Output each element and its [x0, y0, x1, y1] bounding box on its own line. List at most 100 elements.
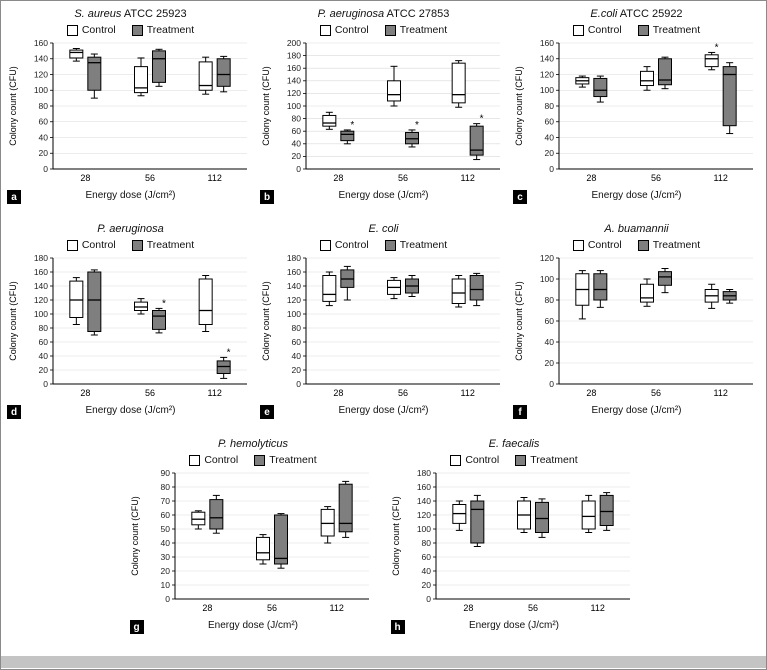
svg-text:20: 20 — [291, 151, 301, 161]
control-label: Control — [334, 239, 369, 251]
y-tick-labels: 0 20 40 60 80 100 120 140 160 — [33, 38, 53, 174]
treatment-label: Treatment — [399, 239, 448, 251]
svg-text:180: 180 — [417, 468, 431, 478]
boxes: ** — [68, 269, 231, 379]
x-tick-labels: 28 56 112 — [586, 173, 728, 183]
box-control-28 — [68, 48, 83, 62]
box-treatment-112: * — [469, 114, 483, 161]
svg-text:160: 160 — [286, 267, 300, 277]
panel-title-strain: ATCC 25923 — [121, 8, 187, 20]
svg-text:28: 28 — [80, 173, 90, 183]
chart-panel-b: P. aeruginosa ATCC 27853 Control Treatme… — [258, 3, 509, 206]
svg-text:80: 80 — [291, 113, 301, 123]
significance-asterisk: * — [415, 120, 419, 131]
svg-text:180: 180 — [286, 50, 300, 60]
svg-text:30: 30 — [161, 552, 171, 562]
legend-item-treatment: Treatment — [515, 454, 578, 466]
control-swatch — [572, 24, 584, 36]
box-treatment-56: * — [151, 298, 166, 334]
svg-text:40: 40 — [544, 132, 554, 142]
legend: Control Treatment — [572, 24, 700, 36]
svg-text:112: 112 — [207, 388, 221, 398]
boxes: * — [574, 42, 737, 135]
y-tick-labels: 0 20 40 60 80 100 120 140 160 180 — [417, 468, 436, 604]
svg-text:0: 0 — [549, 379, 554, 389]
significance-asterisk: * — [479, 114, 483, 125]
svg-text:40: 40 — [544, 337, 554, 347]
axes — [305, 258, 500, 385]
svg-text:180: 180 — [286, 253, 300, 263]
legend-item-control: Control — [66, 24, 116, 36]
panel-title-species: A. buamannii — [604, 223, 669, 235]
gridlines — [52, 42, 247, 154]
box-treatment-112: * — [216, 347, 231, 379]
panel-footer: h Energy dose (J/cm²) — [389, 619, 640, 636]
legend-item-treatment: Treatment — [254, 454, 317, 466]
x-axis-label: Energy dose (J/cm²) — [338, 405, 429, 416]
box-treatment-28 — [86, 269, 101, 336]
panel-title: P. hemolyticus — [218, 438, 288, 450]
y-axis-label: Colony count (CFU) — [391, 496, 401, 576]
control-swatch — [189, 454, 201, 466]
panel-footer: c Energy dose (J/cm²) — [511, 189, 762, 206]
axes — [435, 473, 630, 600]
box-control-112 — [320, 506, 335, 544]
control-label: Control — [587, 24, 622, 36]
svg-text:160: 160 — [286, 63, 300, 73]
boxes — [574, 268, 737, 320]
svg-text:120: 120 — [286, 295, 300, 305]
box-treatment-56 — [657, 268, 672, 294]
panel-letter-badge: h — [390, 620, 405, 634]
svg-text:80: 80 — [544, 295, 554, 305]
svg-text:100: 100 — [33, 85, 47, 95]
panel-title: E.coli ATCC 25922 — [590, 8, 682, 20]
axes — [558, 43, 753, 170]
svg-text:140: 140 — [33, 54, 47, 64]
y-tick-labels: 0 20 40 60 80 100 120 140 160 180 — [33, 253, 53, 389]
chart-panel-g: P. hemolyticus Control Treatment 0 10 20 30… — [128, 433, 379, 636]
x-tick-labels: 28 56 112 — [80, 388, 222, 398]
chart-panel-a: S. aureus ATCC 25923 Control Treatment 0… — [5, 3, 256, 206]
box-control-112 — [198, 275, 213, 332]
control-label: Control — [204, 454, 239, 466]
chart-panel-c: E.coli ATCC 25922 Control Treatment 0 20 4… — [511, 3, 762, 206]
control-swatch — [572, 239, 584, 251]
axes — [558, 258, 753, 385]
svg-text:140: 140 — [539, 54, 553, 64]
svg-text:0: 0 — [296, 164, 301, 174]
panel-letter-badge: e — [260, 405, 274, 419]
boxes: * * * — [321, 60, 483, 161]
control-label: Control — [465, 454, 500, 466]
svg-text:200: 200 — [286, 38, 300, 48]
boxes — [452, 492, 614, 547]
box-control-56 — [517, 497, 531, 533]
panel-row-3: P. hemolyticus Control Treatment 0 10 20 30… — [5, 433, 762, 636]
axes — [174, 473, 369, 600]
svg-text:20: 20 — [544, 148, 554, 158]
panel-title-species: E. coli — [368, 223, 399, 235]
significance-asterisk: * — [350, 120, 354, 131]
legend-item-treatment: Treatment — [131, 239, 194, 251]
x-tick-labels: 28 56 112 — [333, 388, 475, 398]
svg-text:112: 112 — [713, 173, 727, 183]
legend-item-treatment: Treatment — [637, 24, 700, 36]
panel-title-species: P. aeruginosa — [317, 8, 385, 20]
panel-title: P. aeruginosa ATCC 27853 — [318, 8, 450, 20]
control-swatch — [66, 24, 78, 36]
svg-text:112: 112 — [329, 603, 343, 613]
treatment-label: Treatment — [652, 239, 701, 251]
significance-asterisk: * — [226, 347, 230, 358]
svg-text:140: 140 — [33, 281, 47, 291]
x-axis-label: Energy dose (J/cm²) — [591, 190, 682, 201]
box-treatment-28 — [592, 270, 607, 308]
svg-text:80: 80 — [544, 101, 554, 111]
box-control-28 — [452, 500, 467, 531]
panel-footer: b Energy dose (J/cm²) — [258, 189, 509, 206]
control-swatch — [319, 239, 331, 251]
svg-text:60: 60 — [38, 337, 48, 347]
panel-title: P. aeruginosa — [97, 223, 163, 235]
boxplot-svg: 0 20 40 60 80 100 120 140 160 Colony count (CFU) 2… — [514, 38, 753, 183]
box-treatment-56: * — [404, 120, 419, 148]
x-axis-label: Energy dose (J/cm²) — [338, 190, 429, 201]
